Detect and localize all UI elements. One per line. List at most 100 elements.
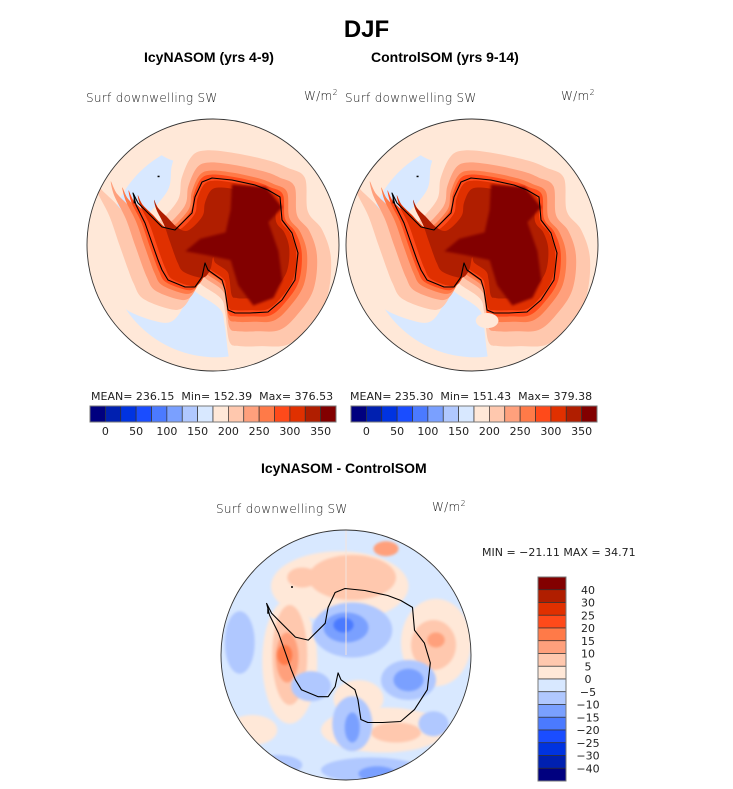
colorbar-box: [537, 614, 567, 629]
colorbar-tick-label: 5: [585, 660, 592, 673]
colorbar-icynasom: 0 50 100 150 200 250 300 350: [89, 405, 337, 438]
colorbar-box: [537, 589, 567, 603]
colorbar-tick-label: 200: [218, 425, 239, 438]
colorbar-tick-label: −20: [576, 724, 599, 737]
colorbar-box: [537, 678, 567, 693]
colorbar-box: [537, 576, 567, 591]
colorbar-box: [442, 405, 459, 423]
panel-3-title: IcyNASOM - ControlSOM: [261, 460, 427, 476]
panel-1-units-base: W/m: [304, 89, 333, 103]
colorbar-box: [537, 767, 567, 782]
colorbar-box: [458, 405, 475, 423]
colorbar-tick-label: 350: [571, 425, 592, 438]
colorbar-tick-label: 100: [156, 425, 177, 438]
colorbar-box: [537, 691, 567, 705]
panel-2-mean-label: MEAN=: [350, 390, 392, 403]
colorbar-controlsom: 0 50 100 150 200 250 300 350: [350, 405, 598, 438]
colorbar-box: [120, 405, 137, 423]
panel-1-max-value: 376.53: [294, 390, 334, 403]
colorbar-box: [537, 742, 567, 756]
colorbar-box: [381, 405, 398, 423]
panel-3-units-base: W/m: [432, 500, 461, 514]
colorbar-box: [535, 405, 552, 423]
colorbar-tick-label: 300: [540, 425, 561, 438]
map-controlsom: [345, 118, 599, 372]
island-marker: [157, 175, 160, 178]
colorbar-tick-label: 250: [510, 425, 531, 438]
panel-3-units-label: W/m2: [432, 499, 466, 514]
panel-1-mean-label: MEAN=: [91, 390, 133, 403]
panel-2-units-exp: 2: [589, 88, 595, 97]
anomaly-north-pole-positive-core: [373, 541, 399, 557]
panel-2-variable-label: Surf downwelling SW: [345, 91, 477, 105]
anomaly-west-antarctica-negative-peak: [333, 617, 354, 633]
colorbar-box: [151, 405, 168, 423]
anomaly-north-positive: [308, 555, 396, 600]
panel-2-max-value: 379.38: [553, 390, 593, 403]
colorbar-box: [412, 405, 429, 423]
colorbar-box: [320, 405, 337, 423]
anomaly-southwest-positive: [227, 715, 278, 745]
panel-2-units-label: W/m2: [561, 88, 595, 103]
panel-3-stats: MIN = −21.11 MAX = 34.71: [482, 546, 636, 559]
anomaly-east-positive-core: [427, 632, 445, 648]
colorbar-box: [396, 405, 413, 423]
colorbar-tick-label: 15: [581, 635, 595, 648]
colorbar-tick-label: 100: [417, 425, 438, 438]
panel-1-variable-label: Surf downwelling SW: [86, 91, 218, 105]
colorbar-box: [274, 405, 291, 423]
anomaly-peninsula-positive-peak: [277, 645, 293, 665]
colorbar-tick-label: 50: [129, 425, 143, 438]
colorbar-box: [105, 405, 122, 423]
region-ross-pale-patch: [475, 313, 499, 329]
panel-2-title: ControlSOM (yrs 9-14): [371, 49, 519, 65]
panel-2-min-value: 151.43: [472, 390, 512, 403]
colorbar-box: [537, 729, 567, 744]
island-marker: [291, 586, 293, 588]
colorbar-box: [537, 653, 567, 667]
colorbar-tick-label: 10: [581, 648, 595, 661]
colorbar-tick-label: 250: [249, 425, 270, 438]
island-marker: [392, 198, 395, 204]
panel-3-units-exp: 2: [460, 499, 466, 508]
region-plateau: [185, 184, 283, 306]
colorbar-tick-label: 0: [102, 425, 109, 438]
colorbar-tick-label: 50: [390, 425, 404, 438]
colorbar-tick-label: 200: [479, 425, 500, 438]
colorbar-box: [473, 405, 490, 423]
colorbar-box: [243, 405, 260, 423]
anomaly-southeast-negative: [418, 711, 449, 737]
map-fill: [221, 530, 471, 780]
panel-1-units-label: W/m2: [304, 88, 338, 103]
colorbar-box: [197, 405, 214, 423]
colorbar-tick-label: 150: [448, 425, 469, 438]
colorbar-box: [550, 405, 567, 423]
colorbar-tick-label: −10: [576, 699, 599, 712]
colorbar-box: [537, 627, 567, 642]
panel-2-stats: MEAN= 235.30 Min= 151.43 Max= 379.38: [350, 390, 592, 403]
coastline: [391, 177, 558, 314]
panel-1-min-value: 152.39: [213, 390, 253, 403]
colorbar-box: [166, 405, 183, 423]
colorbar-box: [537, 665, 567, 680]
colorbar-tick-label: 30: [581, 597, 595, 610]
colorbar-box: [212, 405, 229, 423]
colorbar-frame: [350, 405, 598, 423]
colorbar-box: [537, 716, 567, 731]
anomaly-weddell-negative: [291, 671, 331, 702]
colorbar-box: [304, 405, 321, 423]
colorbar-box: [504, 405, 521, 423]
panel-1-mean-value: 236.15: [135, 390, 175, 403]
colorbar-tick-label: 20: [581, 622, 595, 635]
island-marker: [133, 198, 136, 204]
figure-title: DJF: [343, 16, 390, 43]
anomaly-southwest-negative: [252, 755, 303, 775]
colorbar-box: [537, 704, 567, 718]
panel-3-variable-label: Surf downwelling SW: [216, 502, 348, 516]
panel-1-units-exp: 2: [332, 88, 338, 97]
region-plateau: [444, 184, 542, 306]
panel-2-max-label: Max=: [518, 390, 551, 403]
colorbar-tick-label: 150: [187, 425, 208, 438]
map-difference: [220, 529, 472, 781]
